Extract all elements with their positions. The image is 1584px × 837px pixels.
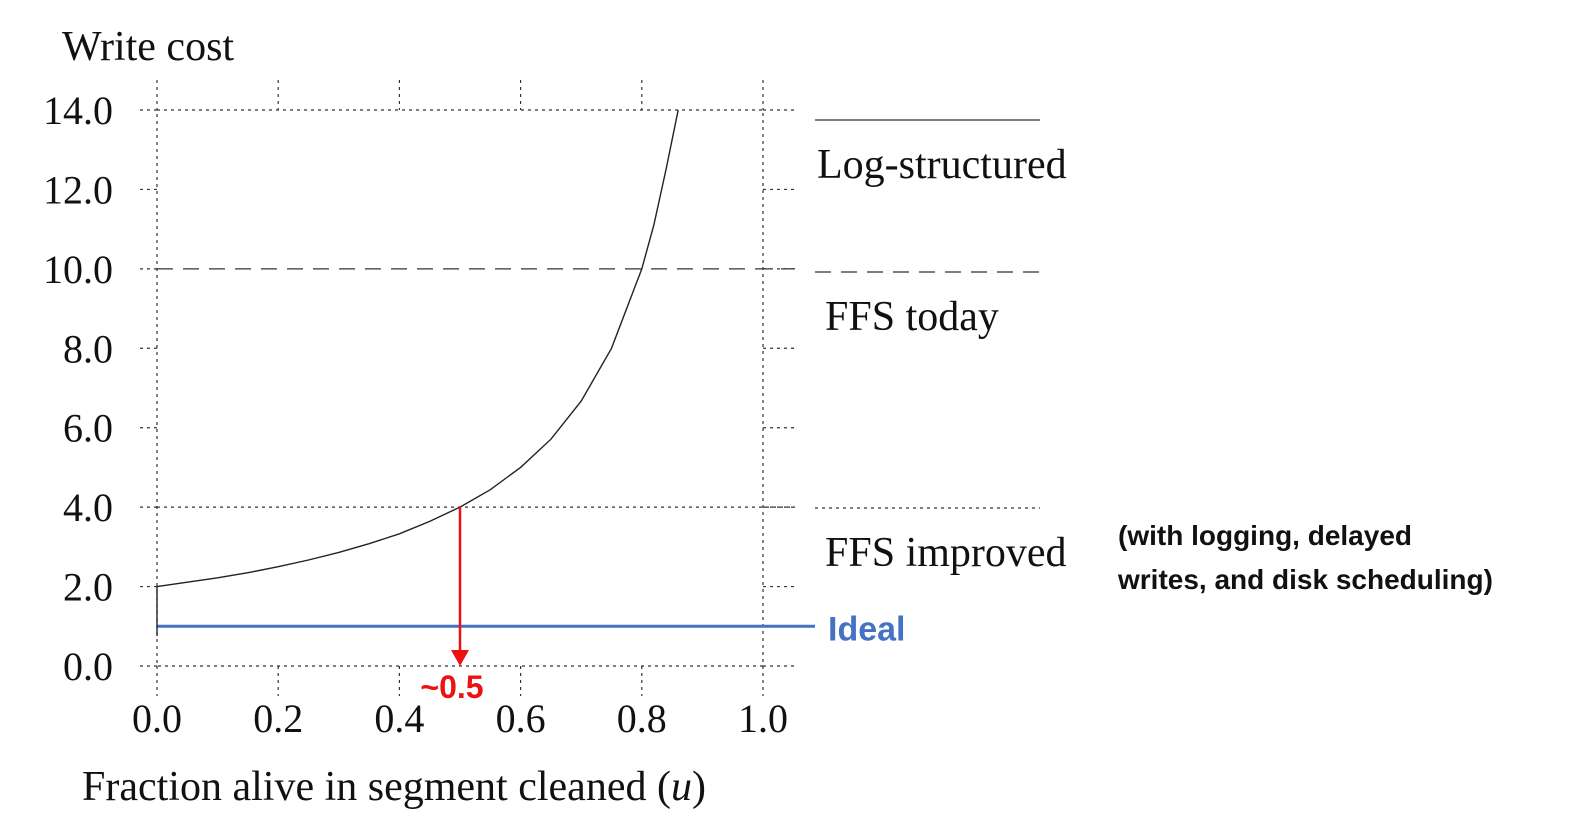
x-axis-title: Fraction alive in segment cleaned (u) bbox=[82, 764, 706, 810]
annotation-arrow-head bbox=[451, 650, 469, 666]
y-tick-label: 2.0 bbox=[63, 565, 113, 610]
ideal-label: Ideal bbox=[828, 610, 905, 648]
series-layer bbox=[156, 109, 679, 636]
x-tick-label: 0.2 bbox=[253, 696, 303, 741]
legend-note-line-2: writes, and disk scheduling) bbox=[1117, 564, 1493, 595]
y-tick-label: 14.0 bbox=[43, 88, 113, 133]
legend-note: (with logging, delayed writes, and disk s… bbox=[1117, 520, 1493, 595]
y-tick-label: 4.0 bbox=[63, 485, 113, 530]
x-tick-label: 0.4 bbox=[374, 696, 424, 741]
x-tick-label: 1.0 bbox=[738, 696, 788, 741]
x-tick-label: 0.6 bbox=[496, 696, 546, 741]
x-ticks-layer: 0.0 0.2 0.4 0.6 0.8 1.0 bbox=[132, 696, 788, 741]
grid-layer bbox=[140, 80, 795, 696]
legend-label: FFS today bbox=[825, 294, 999, 340]
y-tick-label: 8.0 bbox=[63, 326, 113, 371]
annotation-layer: ~0.5 bbox=[420, 507, 484, 705]
x-axis-title-text-end: ) bbox=[692, 764, 706, 810]
legend-label: FFS improved bbox=[825, 530, 1067, 576]
x-axis-title-text: Fraction alive in segment cleaned ( bbox=[82, 764, 671, 810]
x-tick-label: 0.8 bbox=[617, 696, 667, 741]
y-tick-label: 10.0 bbox=[43, 247, 113, 292]
x-axis-title-variable: u bbox=[671, 764, 692, 810]
series-line-log-structured bbox=[156, 109, 679, 588]
legend-layer: Log-structured FFS today FFS improved (with… bbox=[815, 119, 1493, 595]
y-tick-label: 6.0 bbox=[63, 406, 113, 451]
annotation-label: ~0.5 bbox=[420, 669, 483, 705]
reference-lines-layer: Ideal bbox=[157, 268, 905, 648]
y-tick-label: 12.0 bbox=[43, 167, 113, 212]
y-ticks-layer: 0.0 2.0 4.0 6.0 8.0 10.0 12.0 14.0 bbox=[43, 88, 113, 689]
x-tick-label: 0.0 bbox=[132, 696, 182, 741]
legend-label: Log-structured bbox=[817, 142, 1067, 188]
y-axis-title: Write cost bbox=[62, 24, 234, 70]
y-tick-label: 0.0 bbox=[63, 644, 113, 689]
legend-note-line-1: (with logging, delayed bbox=[1118, 520, 1412, 551]
